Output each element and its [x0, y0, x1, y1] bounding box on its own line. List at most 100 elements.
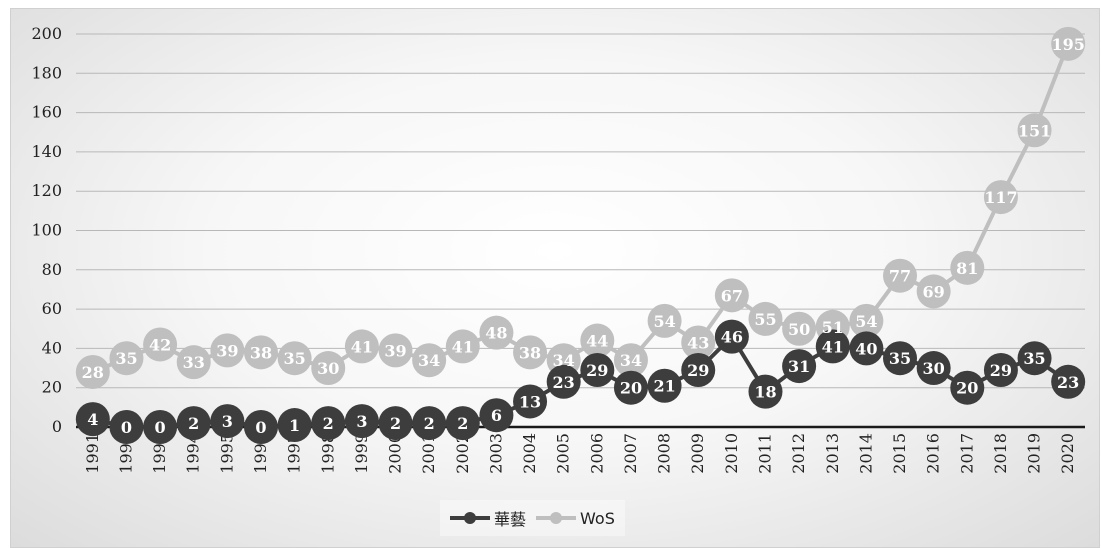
x-tick-label: 2011 — [755, 433, 774, 474]
data-label-1: 151 — [1018, 121, 1051, 140]
data-label-0: 2 — [323, 414, 334, 433]
data-point-0 — [445, 406, 480, 441]
data-point-0 — [1051, 364, 1086, 399]
data-label-0: 31 — [788, 357, 810, 376]
data-point-0 — [1017, 341, 1052, 376]
data-point-1 — [143, 327, 178, 362]
data-label-0: 20 — [956, 379, 978, 398]
x-tick-label: 2015 — [890, 433, 909, 474]
data-point-0 — [714, 319, 749, 354]
data-point-1 — [613, 343, 648, 378]
data-label-1: 51 — [822, 318, 844, 337]
y-tick-label: 200 — [31, 24, 62, 43]
data-point-0 — [815, 329, 850, 364]
data-point-0 — [748, 374, 783, 409]
data-label-0: 0 — [121, 418, 132, 437]
data-label-1: 39 — [216, 341, 238, 360]
data-point-0 — [210, 404, 245, 439]
x-tick-label: 1997 — [285, 433, 304, 474]
data-point-0 — [950, 370, 985, 405]
data-label-1: 50 — [788, 320, 810, 339]
data-point-0 — [513, 384, 548, 419]
data-label-0: 35 — [1023, 349, 1045, 368]
data-point-1 — [176, 345, 211, 380]
data-point-0 — [143, 410, 178, 444]
data-point-0 — [916, 351, 951, 386]
data-point-0 — [647, 368, 682, 403]
data-label-0: 29 — [990, 361, 1012, 380]
x-tick-label: 2018 — [991, 433, 1010, 474]
data-label-1: 34 — [418, 351, 440, 370]
data-point-1 — [445, 329, 480, 364]
data-label-1: 44 — [586, 332, 608, 351]
data-label-1: 30 — [317, 359, 339, 378]
x-tick-label: 2013 — [823, 433, 842, 474]
data-point-0 — [681, 353, 716, 388]
data-label-0: 21 — [653, 377, 675, 396]
data-label-0: 3 — [356, 412, 367, 431]
x-tick-label: 2014 — [856, 433, 875, 474]
legend-item-huayi: 華藝 — [450, 506, 526, 530]
data-label-0: 0 — [255, 418, 266, 437]
data-label-0: 1 — [289, 416, 300, 435]
data-point-0 — [176, 406, 211, 441]
data-label-1: 48 — [485, 324, 507, 343]
x-tick-label: 2016 — [924, 433, 943, 474]
data-label-1: 43 — [687, 334, 709, 353]
data-point-0 — [479, 398, 514, 433]
data-label-0: 13 — [519, 392, 541, 411]
data-point-1 — [479, 315, 514, 350]
y-axis: 0 20 40 60 80 100 120 140 160 180 200 — [31, 24, 62, 436]
y-tick-label: 120 — [31, 181, 62, 200]
data-label-1: 34 — [620, 351, 642, 370]
data-label-1: 42 — [149, 335, 171, 354]
data-label-1: 81 — [956, 259, 978, 278]
chart-area — [10, 8, 1100, 548]
series-lines — [75, 26, 1086, 444]
data-point-0 — [849, 331, 884, 366]
x-tick-label: 2020 — [1058, 433, 1077, 474]
data-label-1: 38 — [250, 343, 272, 362]
x-tick-label: 2005 — [554, 433, 573, 474]
data-label-1: 41 — [351, 337, 373, 356]
x-tick-label: 2004 — [520, 433, 539, 474]
y-tick-label: 100 — [31, 221, 62, 240]
data-point-0 — [109, 410, 144, 444]
data-label-0: 30 — [923, 359, 945, 378]
data-point-1 — [681, 325, 716, 360]
legend-swatch-wos — [536, 512, 577, 524]
data-label-1: 67 — [721, 286, 743, 305]
data-label-0: 41 — [822, 337, 844, 356]
data-label-0: 2 — [390, 414, 401, 433]
data-point-1 — [344, 329, 379, 364]
data-point-1 — [75, 354, 110, 389]
x-tick-label: 2007 — [621, 433, 640, 474]
data-label-1: 55 — [754, 310, 776, 329]
legend-swatch-huayi — [450, 512, 490, 524]
x-tick-label: 2001 — [419, 433, 438, 474]
y-tick-label: 40 — [42, 338, 62, 357]
data-label-0: 3 — [222, 412, 233, 431]
data-point-1 — [714, 278, 749, 313]
data-point-1 — [1017, 113, 1052, 148]
x-tick-label: 2019 — [1025, 433, 1044, 474]
data-point-0 — [883, 341, 918, 376]
data-label-0: 6 — [491, 406, 502, 425]
y-tick-label: 60 — [42, 299, 62, 318]
data-label-0: 23 — [553, 373, 575, 392]
data-label-0: 0 — [155, 418, 166, 437]
data-label-0: 29 — [687, 361, 709, 380]
x-tick-label: 1994 — [184, 433, 203, 474]
data-point-1 — [210, 333, 245, 368]
data-label-1: 54 — [653, 312, 675, 331]
x-tick-label: 2003 — [486, 433, 505, 474]
data-point-0 — [75, 402, 110, 437]
data-point-0 — [412, 406, 447, 441]
data-label-1: 38 — [519, 343, 541, 362]
data-label-0: 4 — [87, 410, 98, 429]
x-tick-label: 1999 — [352, 433, 371, 474]
legend-label-wos: WoS — [580, 508, 615, 528]
data-point-1 — [1051, 26, 1086, 61]
data-point-1 — [950, 250, 985, 285]
